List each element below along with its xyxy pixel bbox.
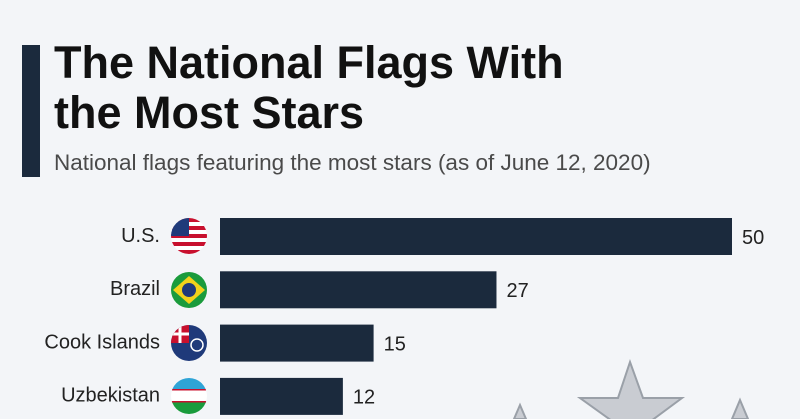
bar xyxy=(220,324,374,362)
chart-subtitle: National flags featuring the most stars … xyxy=(54,150,651,175)
category-label: Cook Islands xyxy=(44,331,160,353)
flag-us xyxy=(171,218,207,254)
accent-bar xyxy=(22,45,40,177)
value-label: 50 xyxy=(742,227,764,249)
bar xyxy=(220,218,732,255)
category-label: U.S. xyxy=(121,225,160,247)
value-label: 15 xyxy=(384,333,406,355)
bar xyxy=(220,377,343,415)
flag-brazil xyxy=(171,272,207,308)
bar xyxy=(220,271,497,309)
category-label: Uzbekistan xyxy=(61,385,160,407)
category-label: Brazil xyxy=(110,278,160,300)
value-label: 27 xyxy=(506,280,528,302)
chart-title: The National Flags With the Most Stars xyxy=(54,37,564,138)
flag-uzbekistan xyxy=(171,378,207,414)
decor-stars xyxy=(512,358,750,419)
flag-cook-islands xyxy=(171,325,207,361)
value-label: 12 xyxy=(353,387,375,409)
